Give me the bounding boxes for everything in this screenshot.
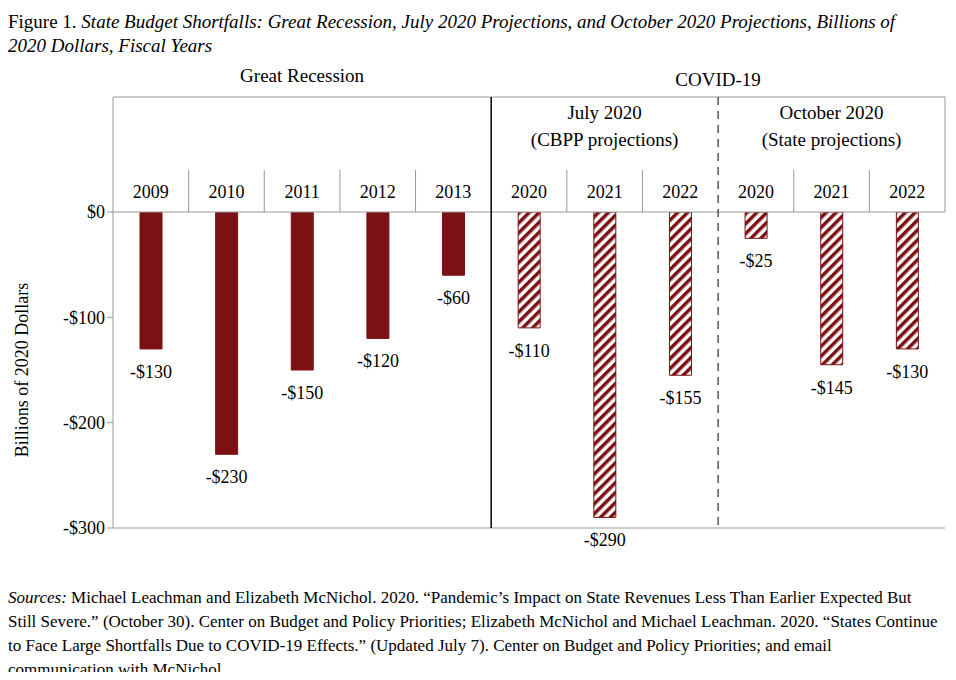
svg-text:2013: 2013 <box>435 182 471 202</box>
svg-text:$0: $0 <box>87 202 105 222</box>
svg-text:2022: 2022 <box>662 182 698 202</box>
svg-text:2020: 2020 <box>738 182 774 202</box>
svg-text:2012: 2012 <box>360 182 396 202</box>
svg-text:-$100: -$100 <box>63 308 105 328</box>
svg-text:July 2020: July 2020 <box>567 102 641 123</box>
svg-text:October 2020: October 2020 <box>780 102 884 123</box>
html-text:Sources: Michael Leachman and: Sources: Michael Leachman and Elizabeth … <box>8 588 938 679</box>
svg-text:Great Recession: Great Recession <box>240 68 364 86</box>
svg-text:2010: 2010 <box>208 182 244 202</box>
svg-text:-$290: -$290 <box>584 530 626 550</box>
svg-text:-$110: -$110 <box>509 341 550 361</box>
svg-text:-$230: -$230 <box>206 467 248 487</box>
svg-text:-$25: -$25 <box>740 251 773 271</box>
svg-text:-$300: -$300 <box>63 518 105 538</box>
html-text:Figure 1. State Budget Shortfa: Figure 1. State Budget Shortfalls: Great… <box>8 11 896 56</box>
svg-text:-$200: -$200 <box>63 413 105 433</box>
svg-text:-$145: -$145 <box>811 378 853 398</box>
svg-text:2021: 2021 <box>814 182 850 202</box>
svg-text:-$130: -$130 <box>130 362 172 382</box>
svg-text:-$130: -$130 <box>886 362 928 382</box>
svg-text:2021: 2021 <box>587 182 623 202</box>
svg-text:Billions of 2020 Dollars: Billions of 2020 Dollars <box>12 283 32 458</box>
svg-text:2011: 2011 <box>284 182 319 202</box>
svg-text:2022: 2022 <box>889 182 925 202</box>
svg-text:-$155: -$155 <box>659 388 701 408</box>
svg-text:-$120: -$120 <box>357 351 399 371</box>
svg-text:-$150: -$150 <box>281 383 323 403</box>
svg-text:COVID-19: COVID-19 <box>675 69 761 90</box>
svg-text:2020: 2020 <box>511 182 547 202</box>
svg-text:(State projections): (State projections) <box>762 129 902 151</box>
svg-text:-$60: -$60 <box>437 288 470 308</box>
svg-text:(CBPP projections): (CBPP projections) <box>531 129 679 151</box>
svg-text:2009: 2009 <box>133 182 169 202</box>
